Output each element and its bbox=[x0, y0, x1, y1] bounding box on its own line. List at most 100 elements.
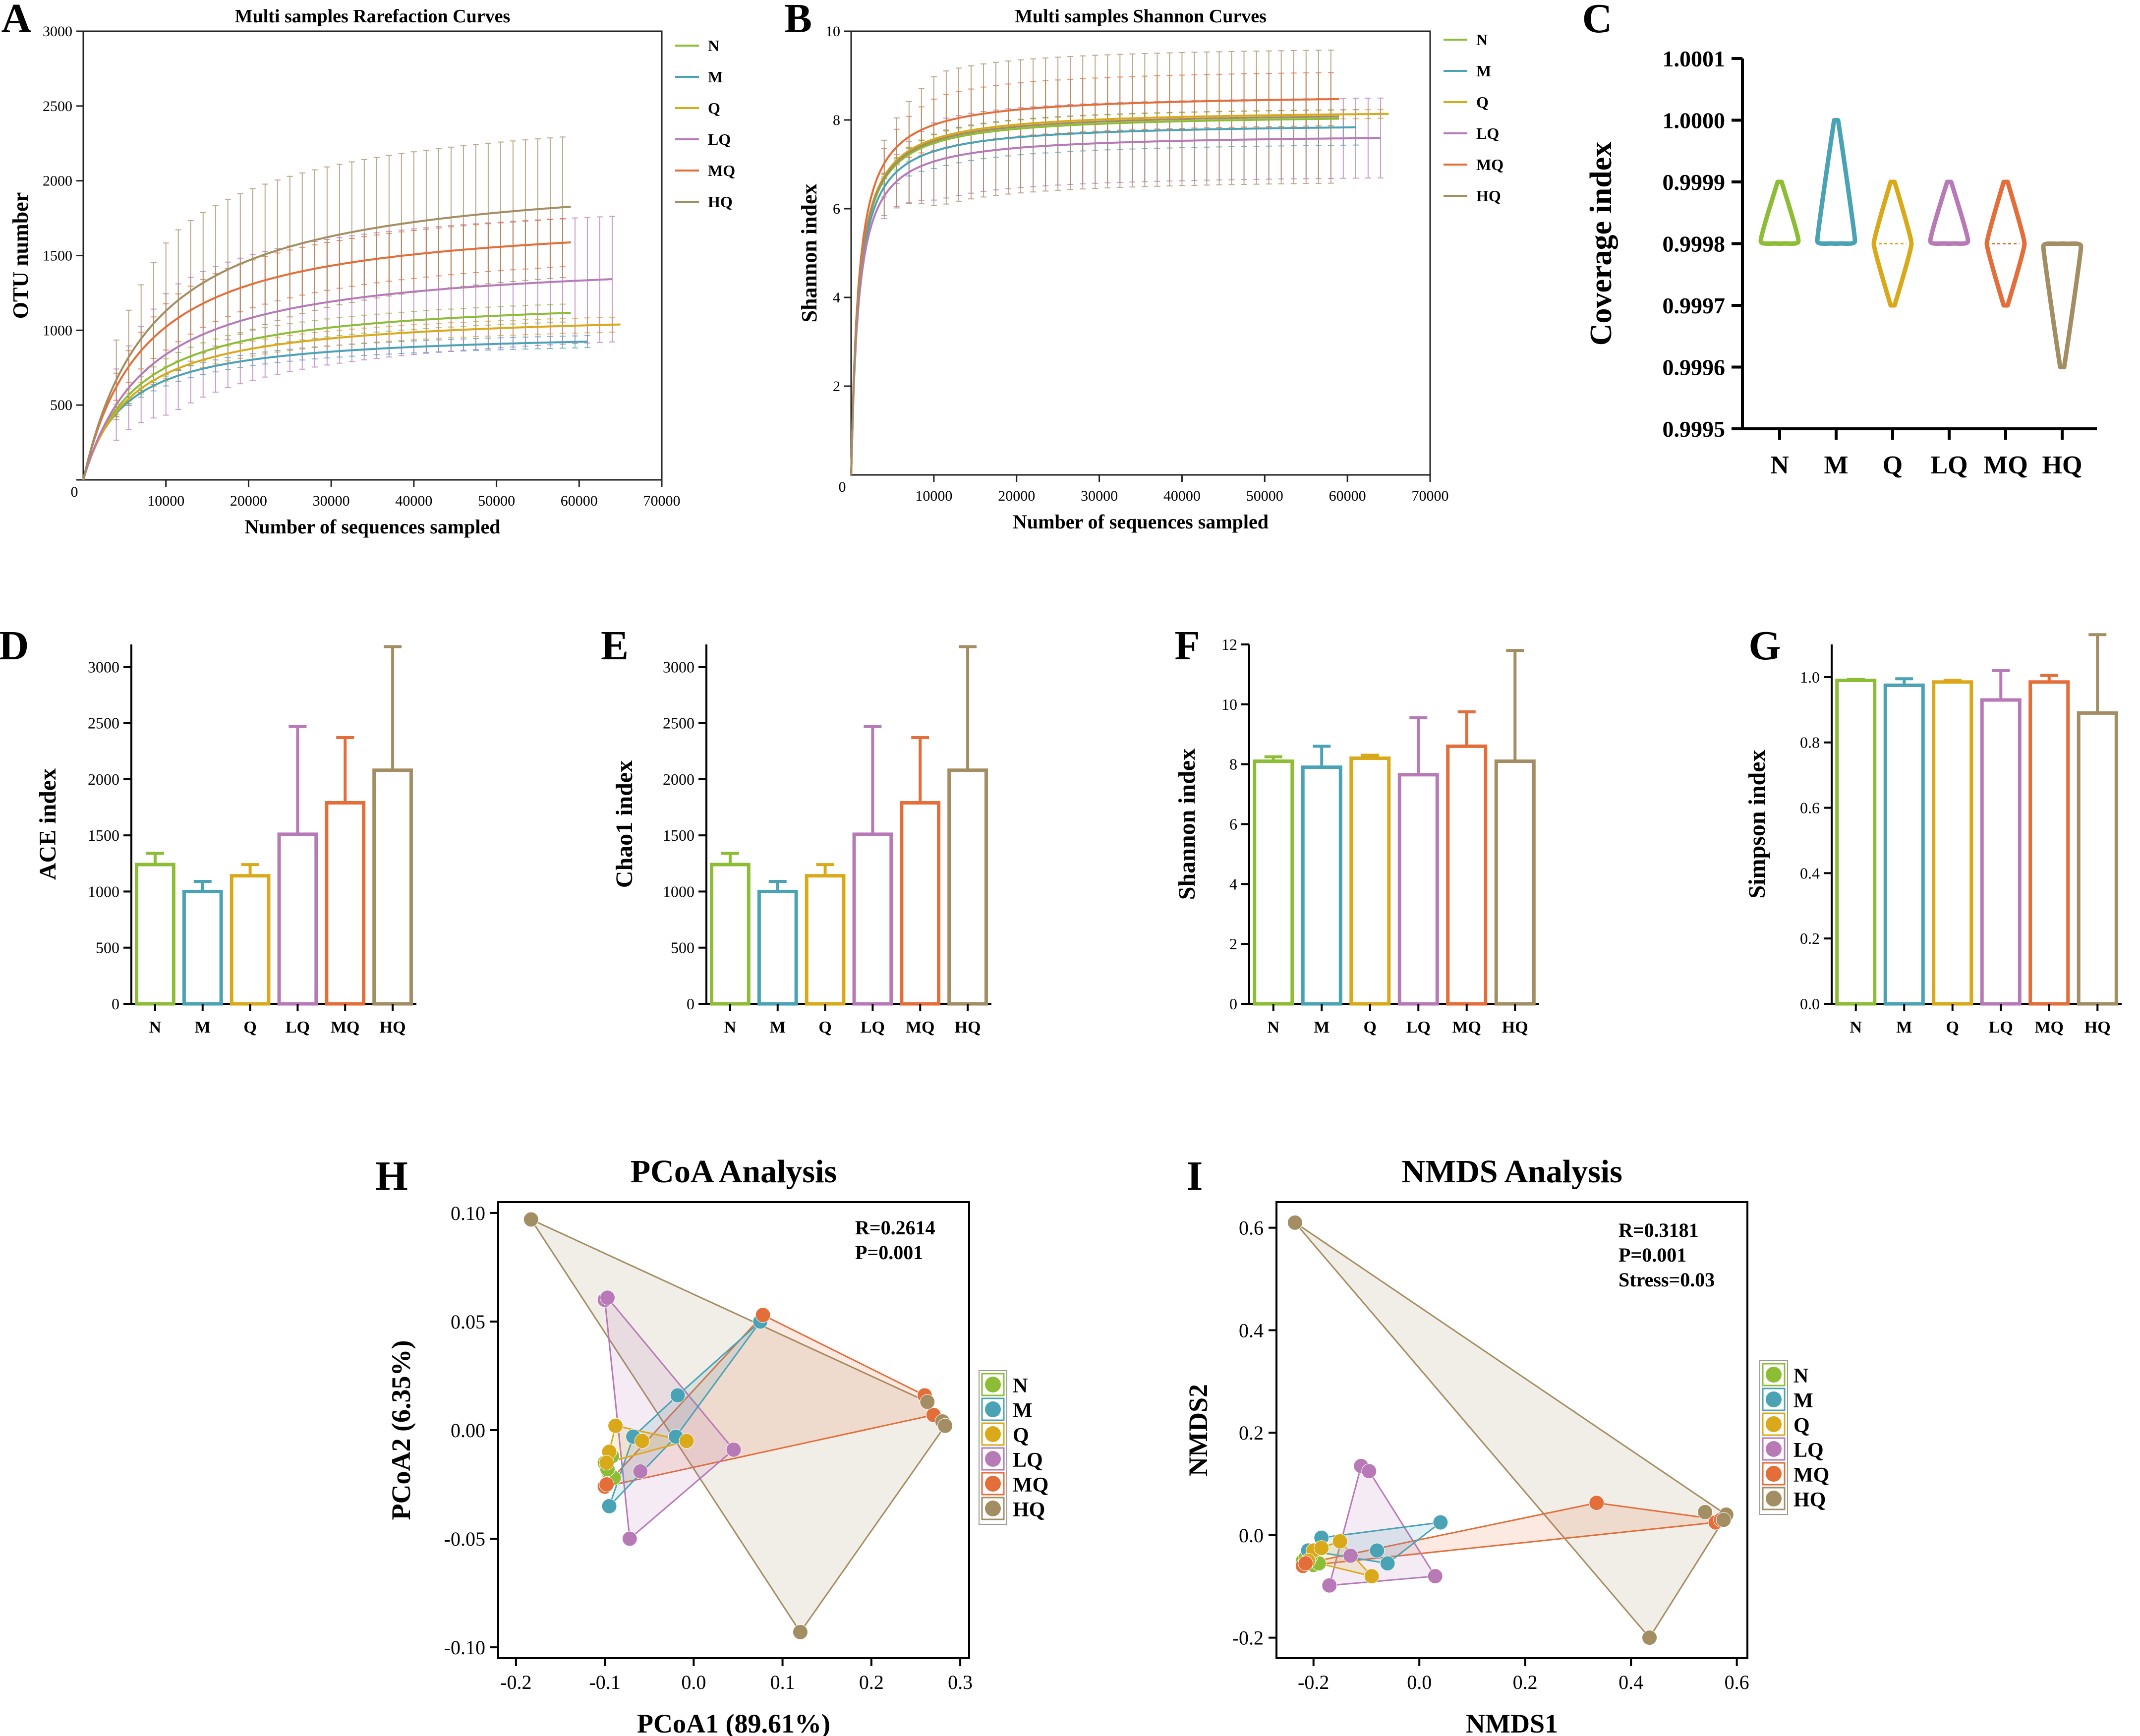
y-tick-label: 8 bbox=[833, 112, 840, 128]
x-tick-label: 50000 bbox=[1246, 488, 1283, 504]
y-tick-label: 2 bbox=[1229, 935, 1237, 953]
y-tick-label: 1000 bbox=[88, 882, 119, 900]
bar-q bbox=[230, 874, 271, 1006]
x-tick-label: M bbox=[1314, 1018, 1330, 1037]
x-axis-label: PCoA1 (89.61%) bbox=[637, 1709, 830, 1736]
legend-label-mq: MQ bbox=[708, 162, 735, 179]
bar-lq bbox=[1397, 773, 1439, 1006]
x-tick-label: 20000 bbox=[230, 493, 267, 509]
hull-m bbox=[608, 1321, 761, 1507]
plot-frame bbox=[1275, 1201, 1748, 1659]
y-axis-label: NMDS2 bbox=[1183, 1384, 1213, 1476]
legend-marker-m bbox=[1766, 1391, 1782, 1407]
y-tick-label: 0.05 bbox=[451, 1311, 485, 1333]
y-tick-label: 10 bbox=[825, 23, 840, 40]
point-lq bbox=[633, 1463, 648, 1479]
x-axis-label: NMDS1 bbox=[1466, 1709, 1558, 1736]
curve-mq bbox=[850, 98, 1339, 475]
point-q bbox=[679, 1433, 694, 1449]
legend-label-mq: MQ bbox=[1793, 1464, 1829, 1487]
bar-mq bbox=[1446, 744, 1488, 1006]
y-axis-label: OTU number bbox=[8, 192, 33, 319]
y-tick-label: 0 bbox=[687, 995, 694, 1013]
violin-q bbox=[1871, 179, 1914, 308]
legend-frame bbox=[1759, 1360, 1788, 1515]
stat-label: P=0.001 bbox=[1619, 1244, 1686, 1266]
x-tick-label: 10000 bbox=[147, 493, 184, 509]
curve-m bbox=[850, 126, 1356, 475]
point-q bbox=[1314, 1540, 1330, 1556]
bar-q bbox=[1932, 680, 1973, 1006]
x-tick-label: HQ bbox=[2042, 451, 2082, 479]
legend-marker-mq bbox=[985, 1476, 1001, 1492]
y-tick-label: 1.0000 bbox=[1663, 108, 1726, 133]
point-hq bbox=[920, 1394, 935, 1410]
point-m bbox=[670, 1388, 686, 1403]
y-axis-label: ACE index bbox=[35, 768, 61, 880]
point-lq bbox=[726, 1442, 742, 1457]
legend-marker-lq bbox=[1766, 1441, 1782, 1457]
panel-label-H: H bbox=[375, 1153, 407, 1199]
y-tick-label: 0.2 bbox=[1800, 929, 1820, 947]
bar-n bbox=[1253, 759, 1294, 1006]
bar-m bbox=[1883, 683, 1925, 1006]
bar-n bbox=[710, 863, 751, 1006]
y-tick-label: 0.0 bbox=[1800, 995, 1820, 1013]
y-axis-label: Simpson index bbox=[1744, 750, 1770, 898]
point-m bbox=[1369, 1543, 1385, 1559]
x-tick-label: 30000 bbox=[313, 493, 350, 509]
x-tick-label: 0.0 bbox=[681, 1671, 706, 1693]
chart-title: Multi samples Shannon Curves bbox=[1015, 6, 1267, 27]
error-bars-hq bbox=[113, 136, 566, 420]
panel-c: 0.9995 0.9996 0.9997 0.9998 0.9999 1.0000 1.00… bbox=[1584, 46, 2097, 479]
x-tick-label: 60000 bbox=[1329, 488, 1366, 504]
panel-label-A: A bbox=[1, 0, 32, 42]
legend-frame bbox=[979, 1370, 1007, 1525]
x-tick-label: MQ bbox=[1452, 1018, 1481, 1037]
y-tick-label: 0 bbox=[112, 995, 119, 1013]
y-tick-label: 2500 bbox=[663, 714, 694, 732]
y-tick-label: 10 bbox=[1221, 695, 1237, 713]
y-axis-label: PCoA2 (6.35%) bbox=[386, 1340, 416, 1520]
y-tick-label: 6 bbox=[1229, 815, 1237, 833]
x-tick-label: 0.4 bbox=[1619, 1671, 1643, 1693]
y-tick-label: 500 bbox=[50, 397, 72, 413]
x-tick-label: 0.2 bbox=[859, 1671, 884, 1693]
curve-n bbox=[82, 312, 571, 480]
point-hq bbox=[1716, 1512, 1732, 1528]
legend-label-n: N bbox=[1793, 1365, 1808, 1388]
point-hq bbox=[937, 1418, 953, 1434]
y-axis-label: Shannon index bbox=[1174, 749, 1200, 900]
point-q bbox=[599, 1455, 615, 1471]
y-tick-label: -0.05 bbox=[444, 1528, 485, 1550]
x-tick-label: N bbox=[149, 1018, 162, 1037]
y-tick-label: 4 bbox=[1229, 875, 1237, 893]
x-tick-label: LQ bbox=[286, 1018, 310, 1037]
point-lq bbox=[1322, 1577, 1337, 1593]
legend-label-m: M bbox=[1793, 1389, 1813, 1412]
panel-b: Multi samples Shannon Curves 10000 20000 30… bbox=[797, 6, 1504, 533]
y-axis-label: Shannon index bbox=[797, 183, 821, 322]
x-tick-label: LQ bbox=[1406, 1018, 1431, 1037]
x-tick-label: 40000 bbox=[395, 493, 432, 509]
x-tick-label: MQ bbox=[1983, 451, 2028, 479]
plot-frame bbox=[850, 30, 1431, 476]
y-tick-label: 0.9997 bbox=[1663, 293, 1726, 318]
x-tick-label: Q bbox=[1883, 451, 1903, 479]
curve-hq bbox=[82, 205, 571, 480]
legend-marker-n bbox=[1766, 1367, 1782, 1383]
chart-title: NMDS Analysis bbox=[1401, 1154, 1622, 1190]
panel-h: PCoA Analysis -0.2 -0.1 0.0 0.1 0.2 0.3 0.10 0.0… bbox=[386, 1154, 1048, 1736]
x-tick-label: MQ bbox=[2034, 1018, 2064, 1037]
stat-label: P=0.001 bbox=[855, 1241, 923, 1264]
x-tick-label: HQ bbox=[1502, 1018, 1528, 1037]
x-tick-label: HQ bbox=[380, 1018, 406, 1037]
panel-label-E: E bbox=[601, 623, 629, 669]
x-tick-label: -0.2 bbox=[500, 1671, 531, 1693]
panel-label-I: I bbox=[1187, 1153, 1203, 1199]
x-tick-label: 20000 bbox=[998, 488, 1035, 504]
bar-hq bbox=[947, 768, 988, 1006]
